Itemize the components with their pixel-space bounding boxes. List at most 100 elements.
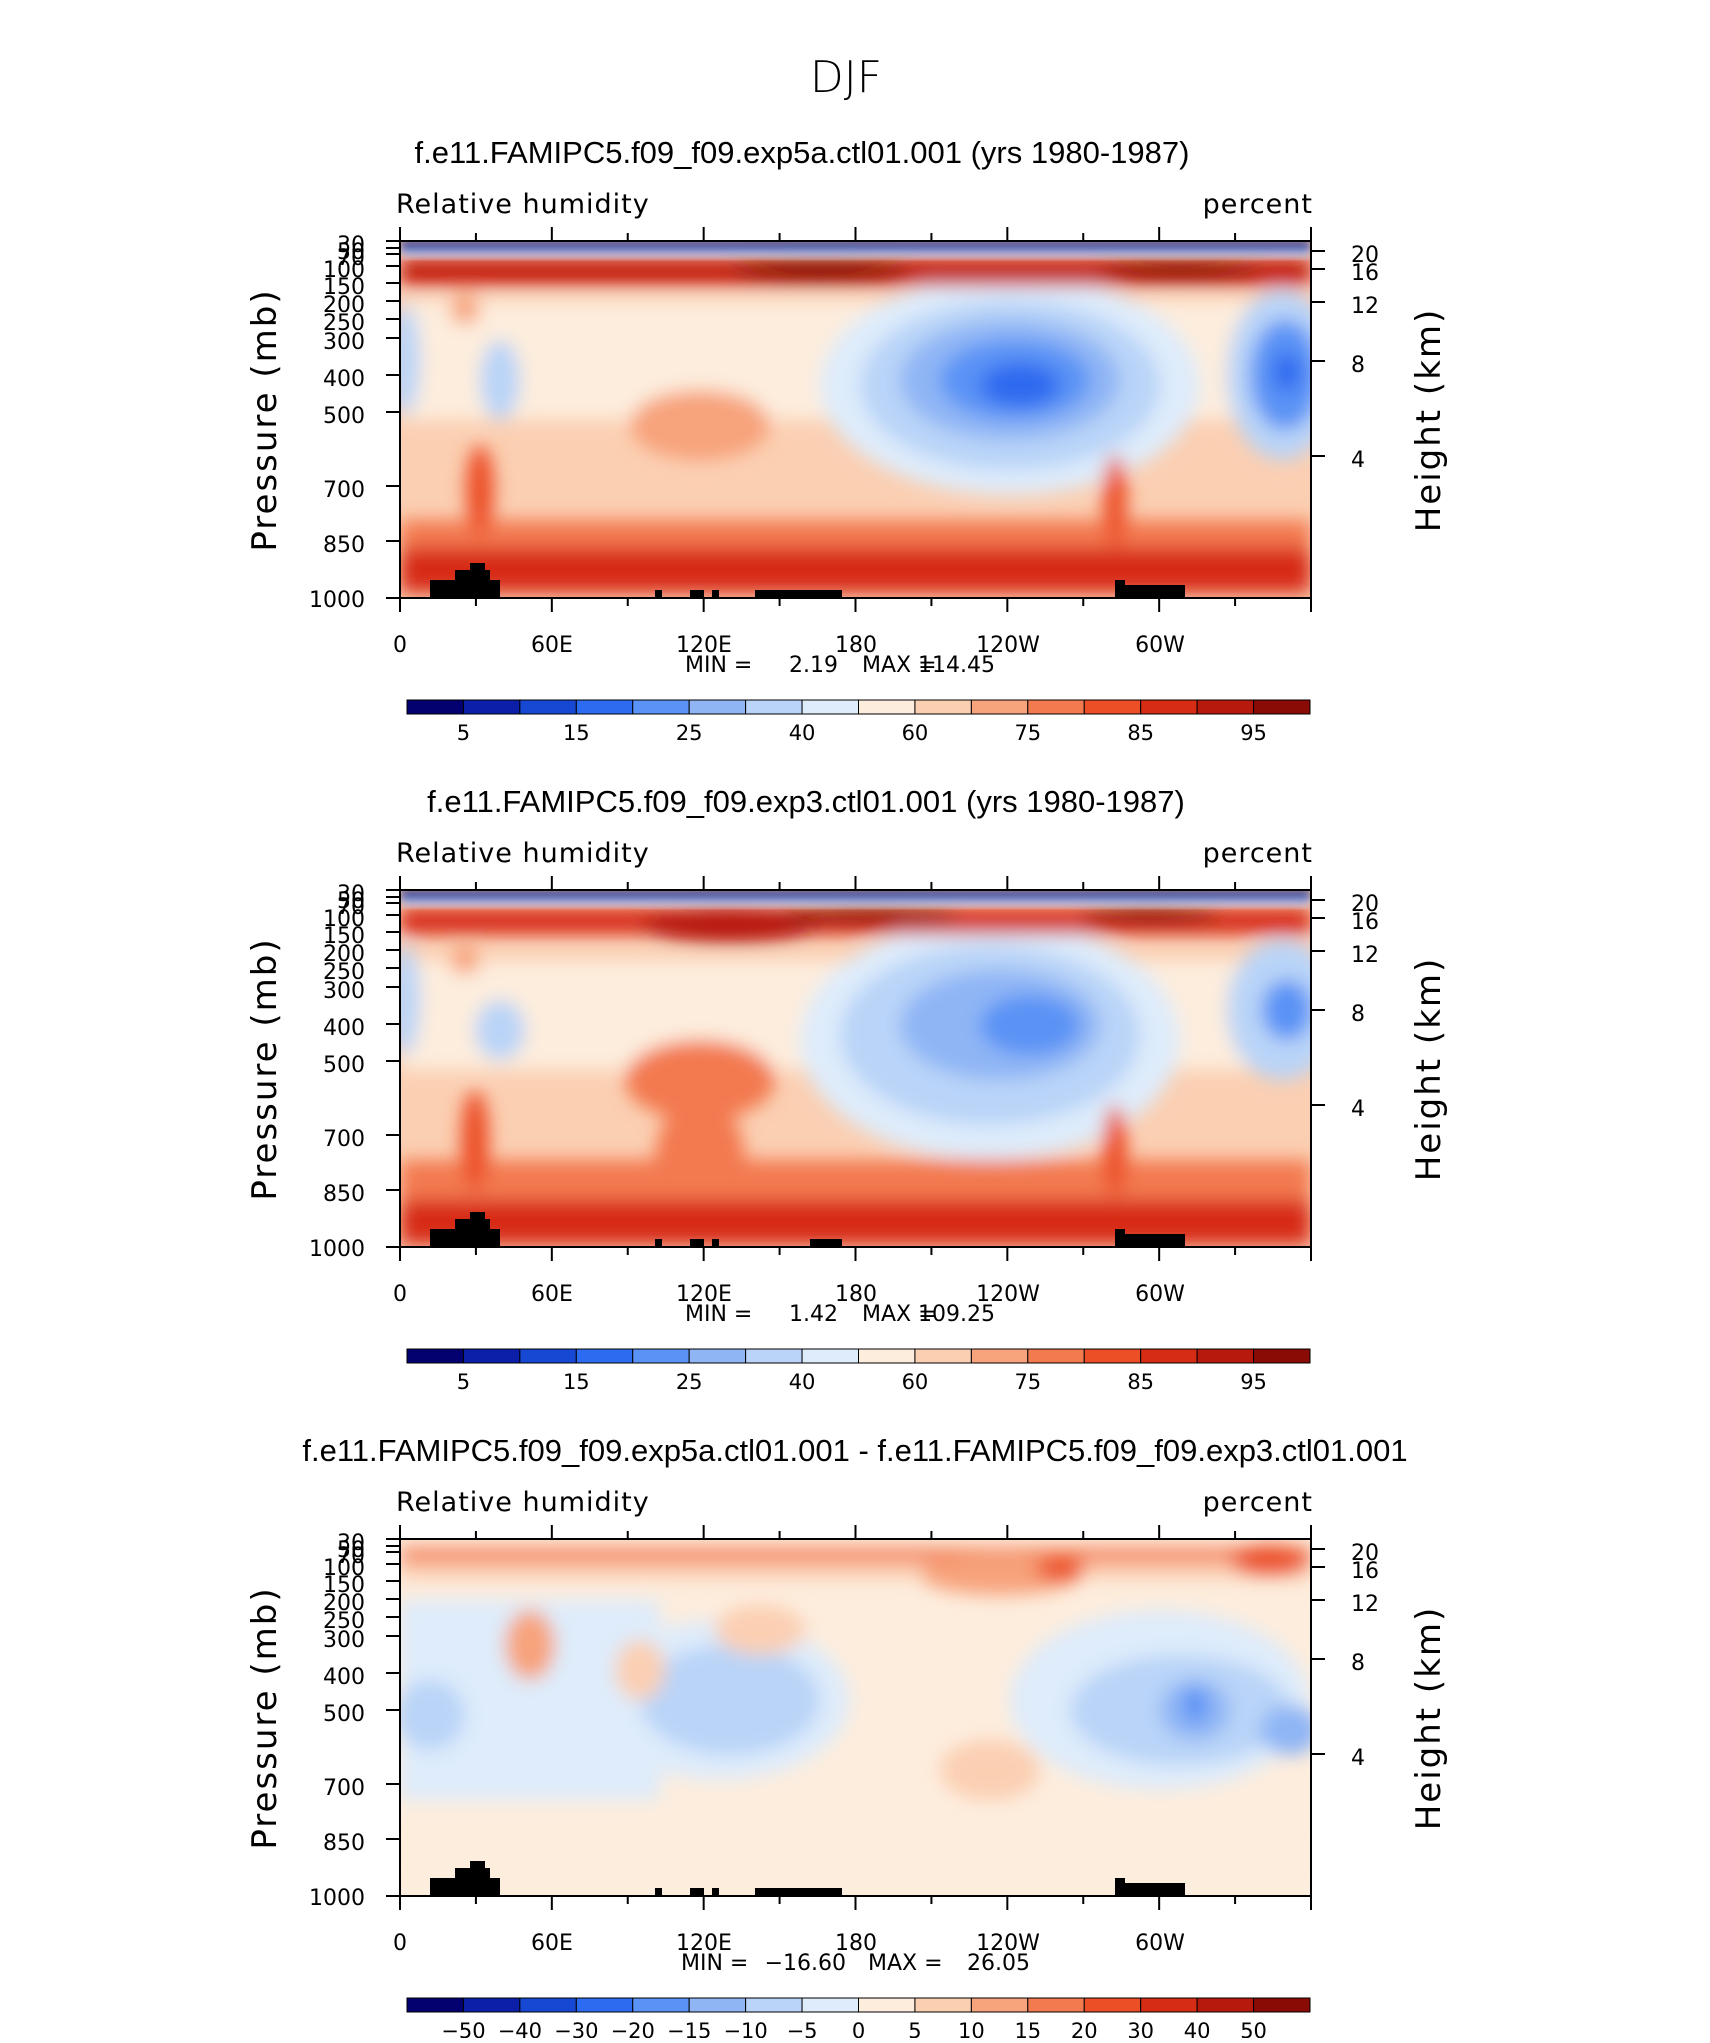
colorbar-label: 75 — [1014, 721, 1041, 745]
colorbar-swatch — [858, 699, 916, 715]
colorbar-swatch — [970, 1997, 1029, 2013]
x-tick-180: 180 — [835, 1282, 877, 1307]
y-right-tick-labels: 20 16 12 8 4 — [1351, 243, 1379, 473]
y-tick-500: 500 — [323, 404, 365, 429]
colorbar-swatch — [914, 1348, 972, 1364]
colorbar-label: −20 — [611, 2019, 655, 2038]
colorbar-label: 50 — [1240, 2019, 1267, 2038]
colorbar-swatch — [1196, 699, 1255, 715]
y-tick-1000: 1000 — [309, 1886, 365, 1911]
y-tick-400: 400 — [323, 367, 365, 392]
y-tick-50: 50 — [337, 240, 365, 265]
colorbar-swatch — [632, 1997, 690, 2013]
colorbar-label: −15 — [667, 2019, 711, 2038]
y-tick-500: 500 — [323, 1702, 365, 1727]
topography — [430, 563, 1185, 598]
y-right-tick-4: 4 — [1351, 1746, 1365, 1771]
y-tick-150: 150 — [323, 924, 365, 949]
y-tick-850: 850 — [323, 1182, 365, 1207]
y-tick-850: 850 — [323, 1831, 365, 1856]
y-right-tick-20: 20 — [1351, 1541, 1379, 1566]
contour-field — [400, 890, 1311, 1247]
y-tick-70: 70 — [337, 895, 365, 920]
colorbar-swatch — [1253, 1997, 1311, 2013]
x-tick-120W: 120W — [976, 1282, 1040, 1307]
y-right-tick-4: 4 — [1351, 1097, 1365, 1122]
panel-3: f.e11.FAMIPC5.f09_f09.exp5a.ctl01.001 - … — [245, 1433, 1449, 2043]
y-tick-150: 150 — [323, 1573, 365, 1598]
colorbar-swatch — [914, 699, 972, 715]
topography — [430, 1861, 1185, 1896]
colorbar-label: 10 — [958, 2019, 985, 2038]
colorbar-label: −30 — [554, 2019, 598, 2038]
colorbar-swatch — [688, 1348, 747, 1364]
colorbar: 5 15 25 40 60 75 85 95 — [406, 699, 1311, 745]
colorbar-swatch — [1140, 699, 1198, 715]
min-value: −16.60 — [765, 1951, 846, 1976]
panel-title: f.e11.FAMIPC5.f09_f09.exp5a.ctl01.001 - … — [302, 1433, 1407, 1468]
colorbar-swatch — [575, 1348, 634, 1364]
y-right-axis-label: Height (km) — [1409, 308, 1449, 533]
panel-title: f.e11.FAMIPC5.f09_f09.exp3.ctl01.001 (yr… — [427, 784, 1185, 819]
y-tick-250: 250 — [323, 960, 365, 985]
colorbar-label: 15 — [563, 721, 590, 745]
colorbar-swatch — [406, 1997, 464, 2013]
contour-field — [400, 241, 1311, 598]
max-label: MAX = — [862, 653, 937, 678]
y-right-tick-16: 16 — [1351, 1559, 1379, 1584]
colorbar-swatch — [688, 699, 747, 715]
min-value: 1.42 — [789, 1302, 838, 1327]
y-tick-50: 50 — [337, 1538, 365, 1563]
y-tick-labels: 30 50 70 100 150 200 250 300 400 500 700… — [309, 233, 365, 613]
colorbar-swatch — [462, 1997, 521, 2013]
y-right-axis-label: Height (km) — [1409, 957, 1449, 1182]
y-right-tick-12: 12 — [1351, 943, 1379, 968]
colorbar-swatch — [1027, 699, 1085, 715]
colorbar-label: 95 — [1240, 1370, 1267, 1394]
y-tick-200: 200 — [323, 293, 365, 318]
colorbar-swatch — [519, 1997, 577, 2013]
colorbar-label: 40 — [789, 721, 816, 745]
y-right-tick-20: 20 — [1351, 892, 1379, 917]
max-label: MAX = — [868, 1951, 943, 1976]
y-tick-labels: 30 50 70 100 150 200 250 300 400 500 700… — [309, 882, 365, 1262]
y-tick-30: 30 — [337, 1531, 365, 1556]
x-tick-0: 0 — [393, 1282, 407, 1307]
min-value: 2.19 — [789, 653, 838, 678]
colorbar-swatch — [1140, 1997, 1198, 2013]
colorbar-swatch — [914, 1997, 972, 2013]
y-tick-30: 30 — [337, 882, 365, 907]
units-label: percent — [1203, 189, 1313, 220]
y-tick-100: 100 — [323, 1556, 365, 1581]
colorbar-swatch — [970, 1348, 1029, 1364]
colorbar-swatch — [519, 1348, 577, 1364]
colorbar-label: 30 — [1127, 2019, 1154, 2038]
colorbar-swatch — [858, 1997, 916, 2013]
y-right-tick-12: 12 — [1351, 1592, 1379, 1617]
panel-title: f.e11.FAMIPC5.f09_f09.exp5a.ctl01.001 (y… — [415, 135, 1190, 170]
colorbar-swatch — [1196, 1348, 1255, 1364]
colorbar-swatch — [1027, 1348, 1085, 1364]
y-tick-70: 70 — [337, 1544, 365, 1569]
colorbar-label: 40 — [1184, 2019, 1211, 2038]
x-tick-labels: 0 60E 120E 180 120W 60W — [393, 1931, 1185, 1956]
colorbar-swatch — [406, 699, 464, 715]
y-tick-30: 30 — [337, 233, 365, 258]
colorbar-swatch — [745, 1348, 803, 1364]
colorbar-swatch — [858, 1348, 916, 1364]
colorbar-label: 60 — [902, 1370, 929, 1394]
x-tick-60W: 60W — [1135, 633, 1185, 658]
y-tick-200: 200 — [323, 1591, 365, 1616]
colorbar-swatch — [575, 1997, 634, 2013]
y-right-tick-16: 16 — [1351, 261, 1379, 286]
colorbar-swatch — [632, 699, 690, 715]
y-tick-100: 100 — [323, 907, 365, 932]
y-tick-700: 700 — [323, 478, 365, 503]
y-axis-label: Pressure (mb) — [245, 288, 285, 551]
x-tick-60E: 60E — [531, 1282, 573, 1307]
y-axis-label: Pressure (mb) — [245, 937, 285, 1200]
x-tick-120E: 120E — [676, 633, 732, 658]
colorbar-label: 20 — [1071, 2019, 1098, 2038]
axis-ticks — [386, 1525, 1325, 1910]
y-tick-300: 300 — [323, 979, 365, 1004]
